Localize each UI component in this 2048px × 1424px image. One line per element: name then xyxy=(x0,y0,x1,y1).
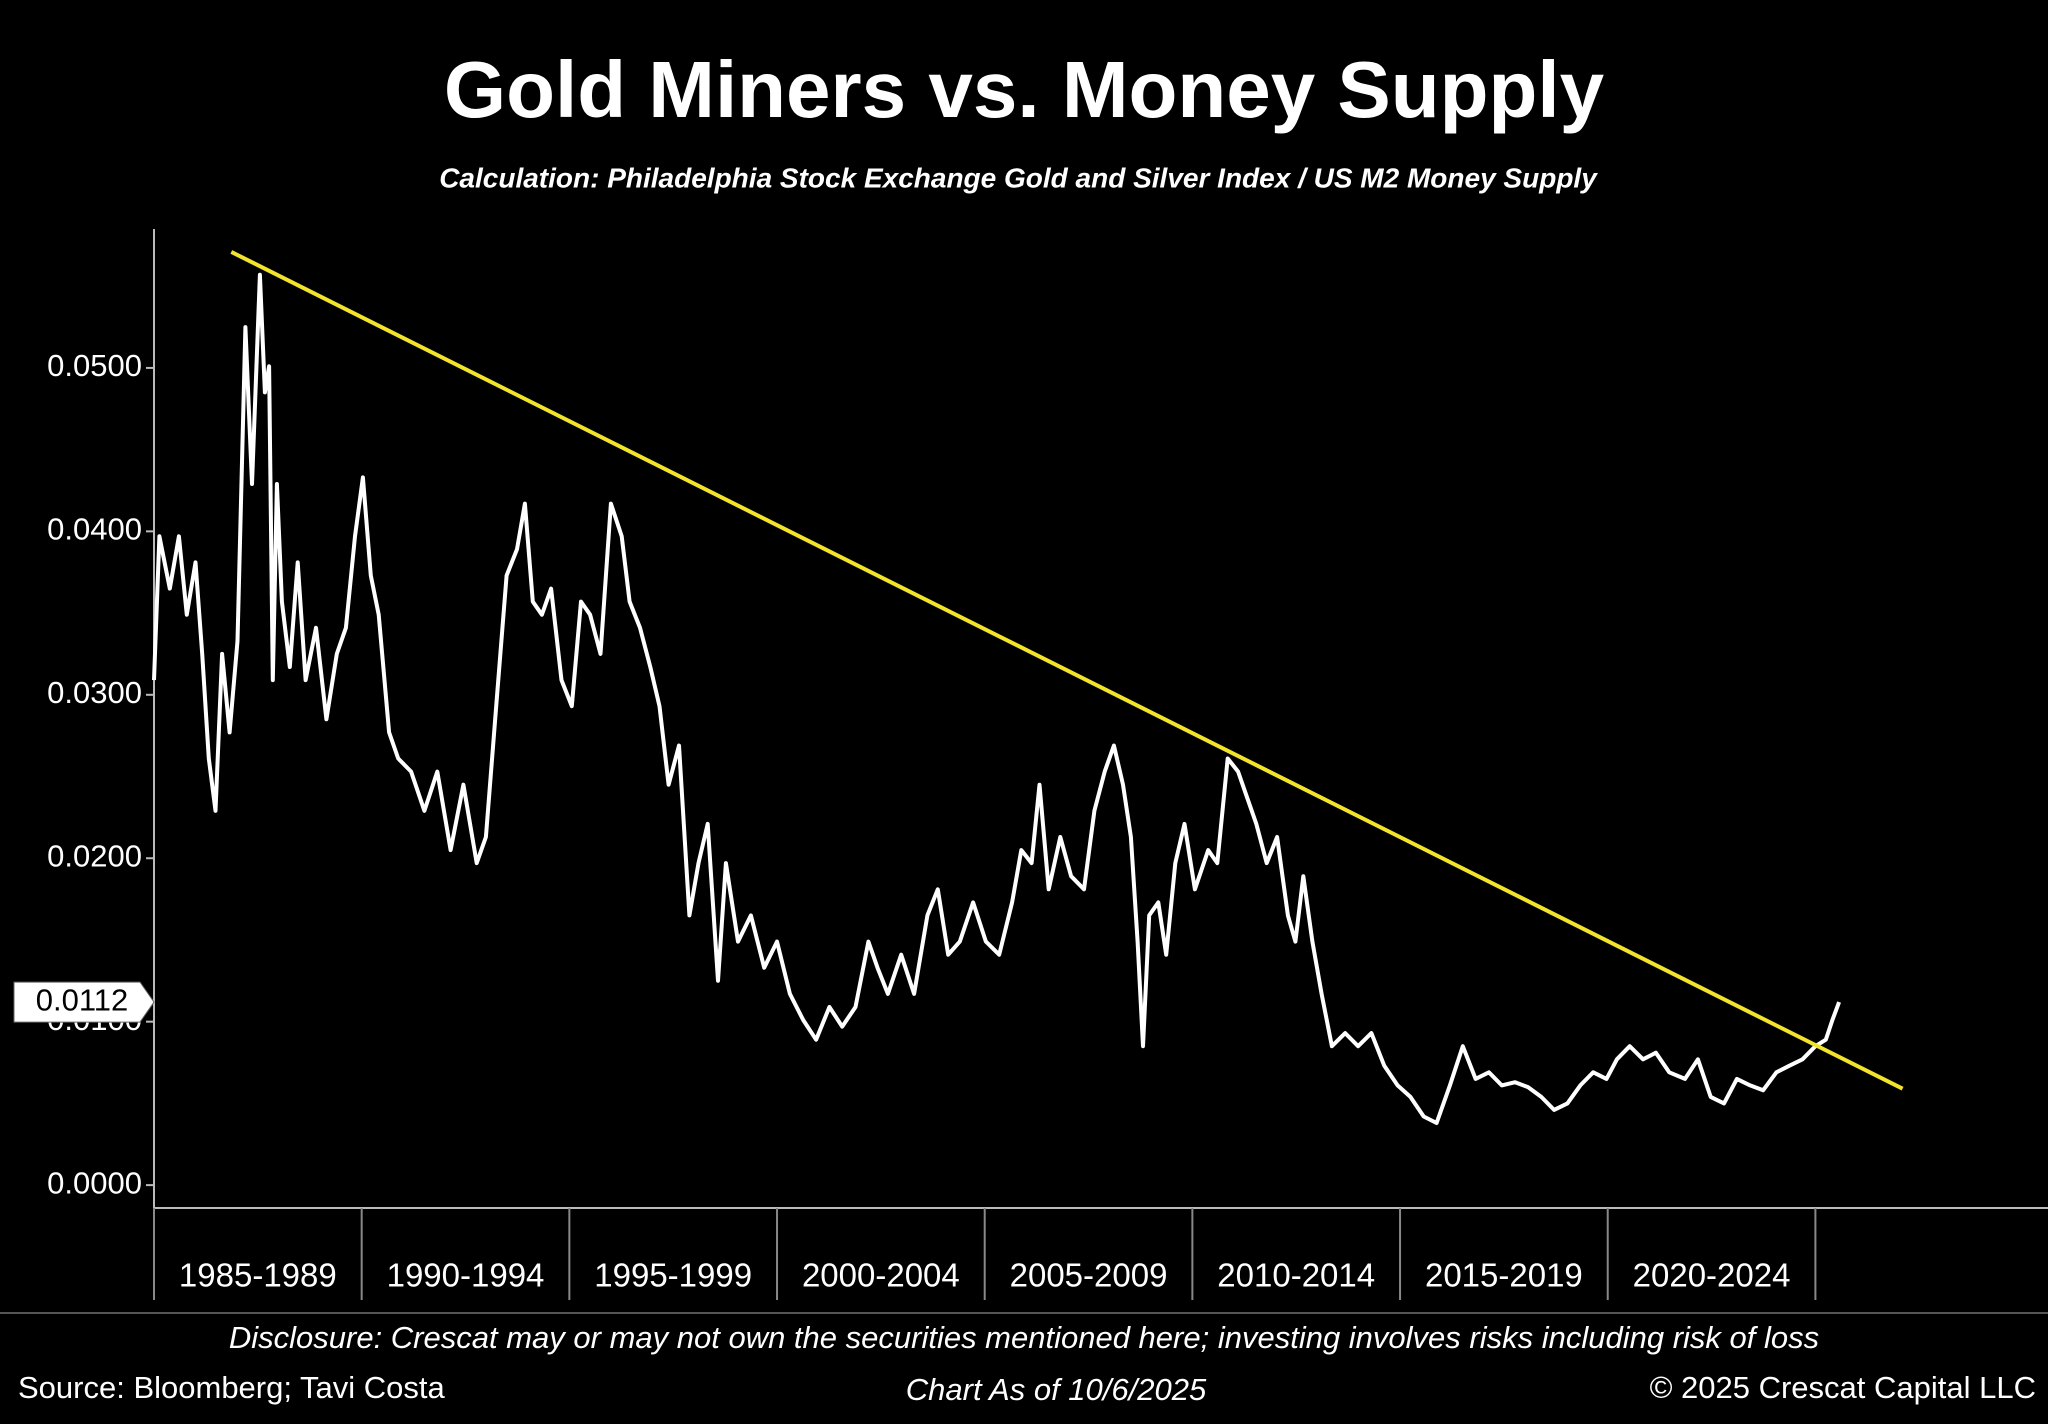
current-value-label: 0.0112 xyxy=(36,982,129,1017)
x-period-label: 2020-2024 xyxy=(1633,1257,1791,1294)
x-period-label: 1990-1994 xyxy=(387,1257,545,1294)
x-period-label: 2000-2004 xyxy=(802,1257,960,1294)
y-tick-label: 0.0400 xyxy=(47,512,142,547)
x-period-label: 1985-1989 xyxy=(179,1257,337,1294)
y-tick-label: 0.0500 xyxy=(47,348,142,383)
copyright: © 2025 Crescat Capital LLC xyxy=(1650,1370,2036,1405)
source: Source: Bloomberg; Tavi Costa xyxy=(18,1370,446,1405)
x-period-label: 2010-2014 xyxy=(1217,1257,1375,1294)
x-period-label: 2005-2009 xyxy=(1010,1257,1168,1294)
x-period-label: 2015-2019 xyxy=(1425,1257,1583,1294)
y-tick-label: 0.0300 xyxy=(47,675,142,710)
chart-subtitle: Calculation: Philadelphia Stock Exchange… xyxy=(439,162,1598,193)
x-period-label: 1995-1999 xyxy=(594,1257,752,1294)
as-of-date: Chart As of 10/6/2025 xyxy=(906,1372,1207,1407)
chart-title: Gold Miners vs. Money Supply xyxy=(444,45,1605,134)
current-value-flag xyxy=(13,981,155,1023)
y-tick-label: 0.0000 xyxy=(47,1165,142,1200)
trendline xyxy=(230,250,1904,1091)
y-tick-label: 0.0200 xyxy=(47,838,142,873)
data-line xyxy=(152,272,1841,1125)
disclosure: Disclosure: Crescat may or may not own t… xyxy=(229,1320,1819,1355)
